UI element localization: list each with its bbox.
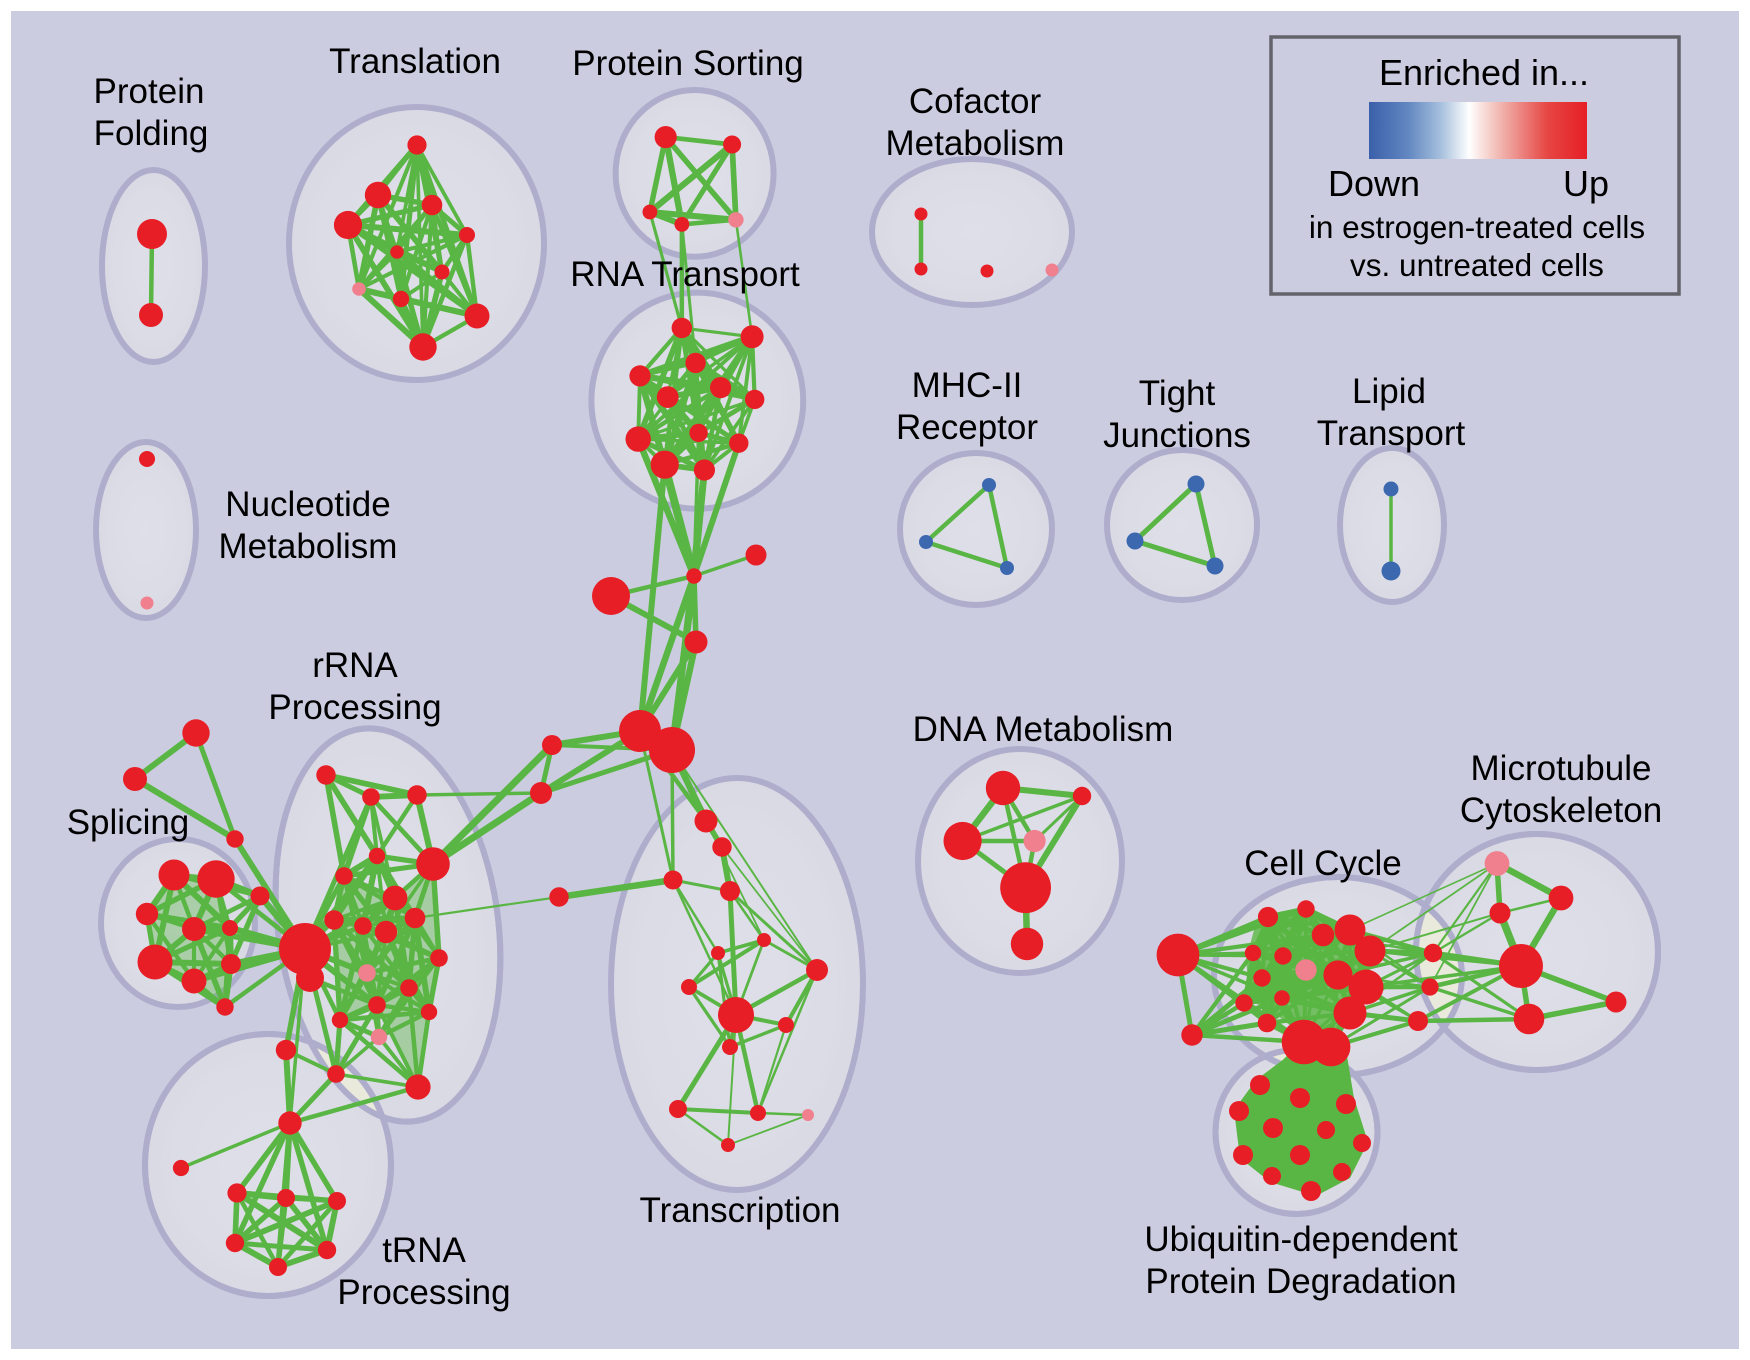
svg-text:Protein Degradation: Protein Degradation: [1145, 1262, 1456, 1301]
svg-text:MHC-II: MHC-II: [912, 366, 1023, 405]
svg-text:Up: Up: [1563, 163, 1609, 204]
svg-text:Processing: Processing: [268, 688, 441, 727]
svg-text:Cytoskeleton: Cytoskeleton: [1460, 791, 1662, 830]
svg-text:Transport: Transport: [1317, 414, 1466, 453]
svg-text:vs. untreated cells: vs. untreated cells: [1350, 247, 1604, 283]
svg-text:Junctions: Junctions: [1103, 416, 1251, 455]
svg-text:Cell Cycle: Cell Cycle: [1244, 844, 1402, 883]
svg-text:in estrogen-treated cells: in estrogen-treated cells: [1309, 209, 1645, 245]
svg-text:Receptor: Receptor: [896, 408, 1038, 447]
svg-text:Splicing: Splicing: [67, 803, 190, 842]
svg-text:Microtubule: Microtubule: [1471, 749, 1652, 788]
svg-text:Protein Sorting: Protein Sorting: [572, 44, 804, 83]
svg-text:Lipid: Lipid: [1352, 372, 1426, 411]
svg-text:Processing: Processing: [337, 1273, 510, 1312]
svg-text:Metabolism: Metabolism: [219, 527, 398, 566]
svg-text:Transcription: Transcription: [640, 1191, 841, 1230]
svg-text:Ubiquitin-dependent: Ubiquitin-dependent: [1144, 1220, 1458, 1259]
svg-text:Translation: Translation: [329, 42, 501, 81]
svg-text:RNA Transport: RNA Transport: [570, 255, 800, 294]
svg-text:Protein: Protein: [94, 72, 205, 111]
svg-text:Metabolism: Metabolism: [886, 124, 1065, 163]
svg-text:Tight: Tight: [1139, 374, 1216, 413]
svg-text:Down: Down: [1328, 163, 1420, 204]
svg-text:Nucleotide: Nucleotide: [225, 485, 390, 524]
svg-text:rRNA: rRNA: [312, 646, 398, 685]
svg-text:Cofactor: Cofactor: [909, 82, 1042, 121]
svg-text:tRNA: tRNA: [382, 1231, 466, 1270]
svg-text:Folding: Folding: [94, 114, 209, 153]
svg-text:DNA Metabolism: DNA Metabolism: [913, 710, 1174, 749]
svg-text:Enriched in...: Enriched in...: [1379, 52, 1589, 93]
